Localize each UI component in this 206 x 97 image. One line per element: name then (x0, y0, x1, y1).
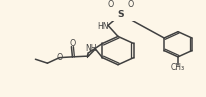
Text: O: O (107, 0, 114, 9)
Text: HN: HN (97, 23, 108, 31)
Text: S: S (117, 10, 124, 19)
Text: O: O (69, 39, 75, 48)
Text: NH: NH (85, 45, 97, 54)
Text: O: O (56, 53, 62, 62)
Text: CH₃: CH₃ (170, 63, 184, 72)
Text: O: O (127, 0, 133, 9)
